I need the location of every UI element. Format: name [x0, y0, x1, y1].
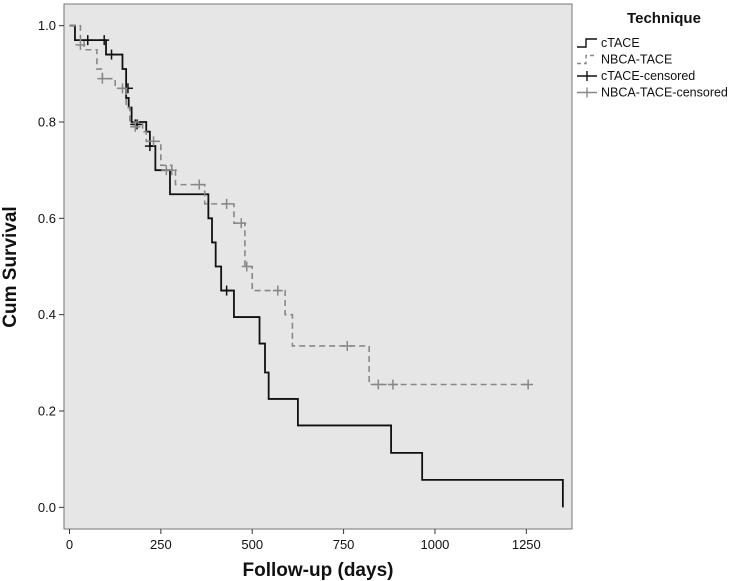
y-axis-title: Cum Survival	[0, 206, 21, 327]
x-tick-label: 1000	[420, 537, 449, 552]
nbca-tace-censor-mark	[130, 121, 141, 132]
legend-label: NBCA-TACE-censored	[601, 86, 728, 100]
legend-swatch	[577, 38, 597, 48]
series-layer	[69, 24, 564, 508]
ctace-censor-mark	[221, 285, 232, 296]
nbca-tace-censor-mark	[166, 165, 177, 176]
nbca-tace-censor-mark	[523, 379, 534, 390]
nbca-tace-censor-mark	[97, 73, 108, 84]
legend-swatch	[577, 71, 597, 81]
y-tick-label: 1.0	[38, 18, 56, 33]
nbca-tace-censor-mark	[236, 218, 247, 229]
nbca-tace-censor-mark	[221, 198, 232, 209]
legend-title: Technique	[627, 10, 701, 27]
legend-items: cTACE NBCA-TACE cTACE-censored NBCA-TACE-ce…	[577, 36, 728, 100]
legend-label: NBCA-TACE	[601, 53, 672, 67]
nbca-tace-censor-mark	[75, 39, 86, 50]
nbca-tace-censor-mark	[117, 83, 128, 94]
x-tick-label: 0	[66, 537, 73, 552]
nbca-tace-censor-mark	[194, 179, 205, 190]
ctace-censor-mark	[106, 49, 117, 60]
y-tick-label: 0.4	[38, 307, 56, 322]
legend-item: NBCA-TACE-censored	[577, 86, 728, 100]
y-tick-label: 0.2	[38, 403, 56, 418]
plot-background	[63, 3, 573, 530]
nbca-tace-censor-mark	[387, 379, 398, 390]
y-tick-label: 0.6	[38, 211, 56, 226]
y-tick-label: 0.8	[38, 115, 56, 130]
legend-label: cTACE	[601, 36, 640, 50]
legend-item: cTACE	[577, 36, 640, 50]
nbca-tace-censor-mark	[241, 261, 252, 272]
axes-layer: 0 250 500 750 1000 1250 0.0 0.2 0.4 0.6 0.8 1.0	[38, 18, 541, 552]
ctace-censor-mark	[82, 35, 93, 46]
legend: Technique cTACE NBCA-TACE cTACE-censored NB…	[577, 10, 728, 100]
nbca-tace-censor-mark	[148, 136, 159, 147]
legend-item: NBCA-TACE	[577, 53, 672, 67]
x-tick-label: 750	[333, 537, 355, 552]
nbca-tace-censor-mark	[342, 340, 353, 351]
ctace-curve	[69, 24, 564, 508]
legend-swatch	[577, 54, 597, 65]
nbca-tace-censor-mark	[272, 285, 283, 296]
ctace-censor-mark	[132, 119, 143, 130]
x-tick-label: 250	[150, 537, 172, 552]
ctace-censor-mark	[99, 35, 110, 46]
legend-label: cTACE-censored	[601, 69, 695, 83]
y-tick-label: 0.0	[38, 500, 56, 515]
nbca-tace-censor-mark	[373, 379, 384, 390]
legend-swatch	[577, 87, 597, 98]
x-tick-label: 500	[241, 537, 263, 552]
legend-item: cTACE-censored	[577, 69, 695, 83]
x-tick-label: 1250	[512, 537, 541, 552]
x-axis-title: Follow-up (days)	[243, 560, 394, 581]
nbca-tace-curve	[69, 24, 530, 386]
